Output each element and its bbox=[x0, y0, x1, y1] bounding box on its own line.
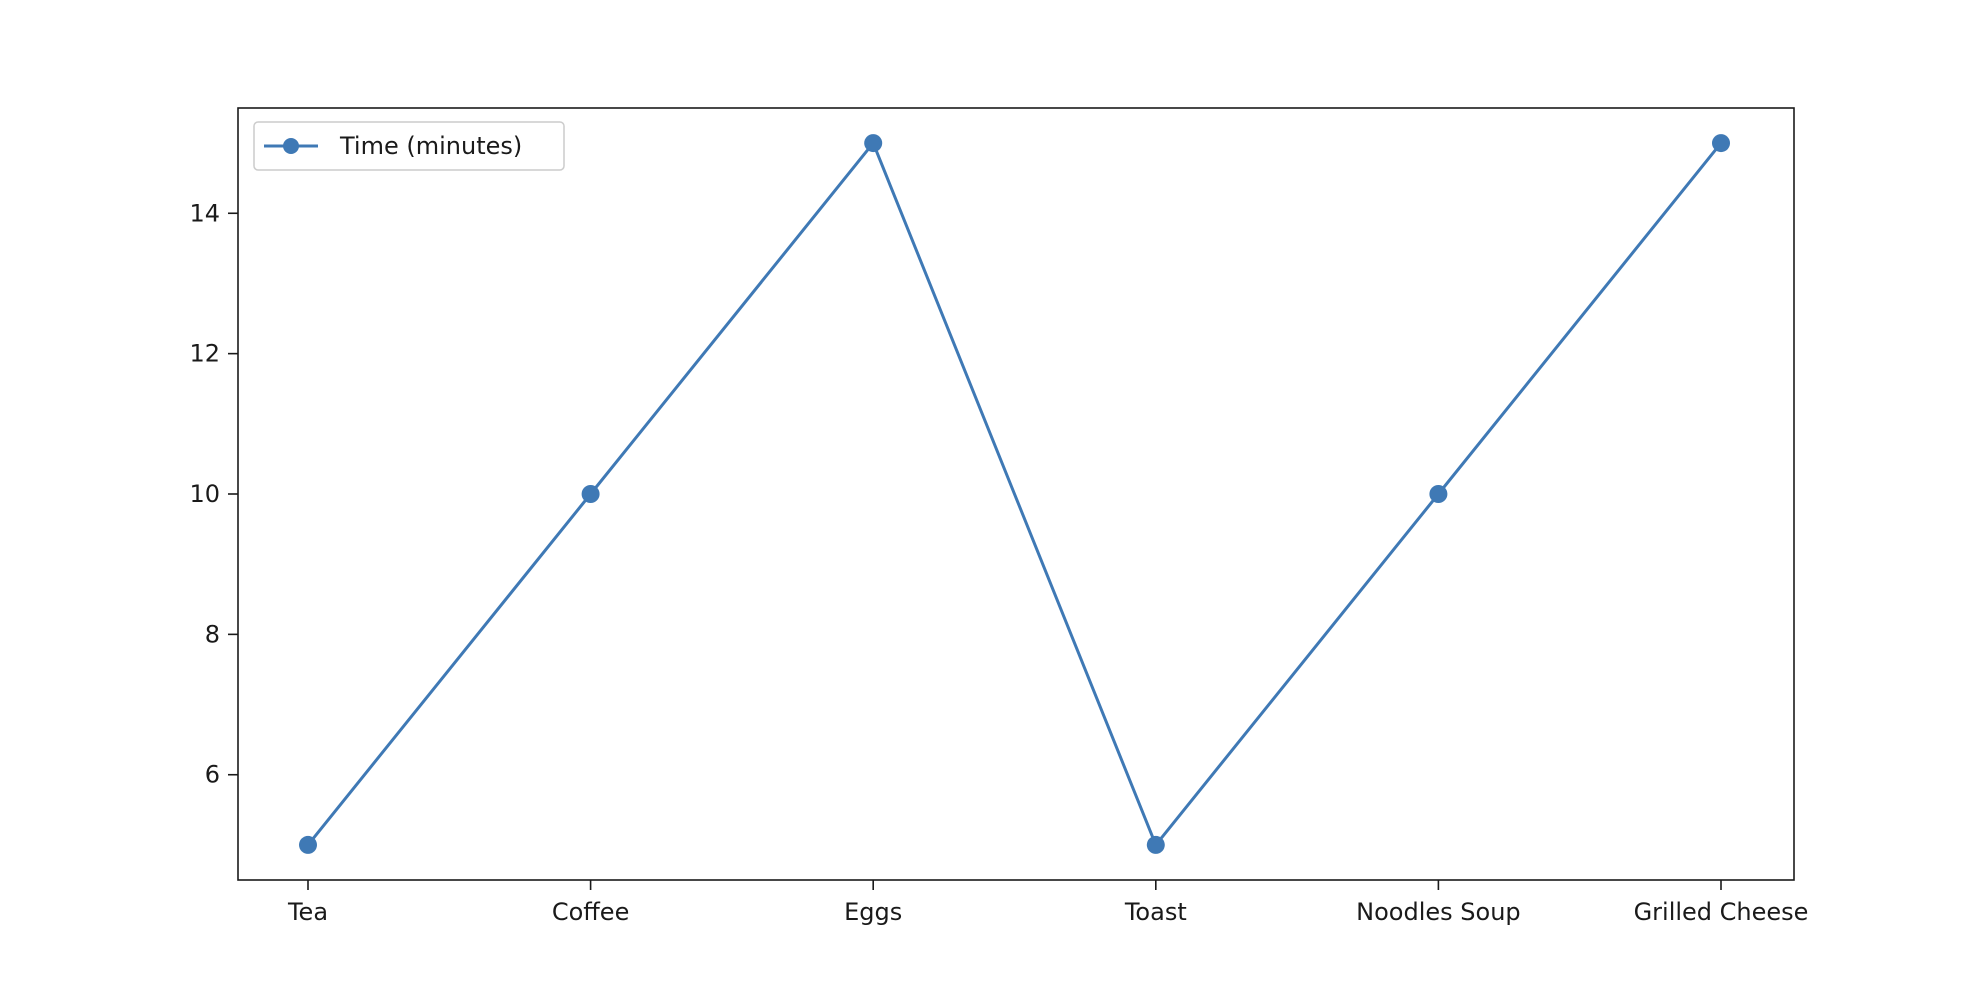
x-tick-label-eggs: Eggs bbox=[844, 898, 902, 926]
data-point-grilled-cheese bbox=[1712, 134, 1730, 153]
data-point-toast bbox=[1146, 835, 1165, 854]
y-tick-label-14: 14 bbox=[189, 199, 220, 227]
legend-box bbox=[253, 121, 565, 171]
data-point-noodles-soup bbox=[1429, 485, 1448, 503]
y-tick-label-8: 8 bbox=[205, 620, 220, 648]
legend-marker-swatch bbox=[283, 138, 299, 154]
y-tick-label-10: 10 bbox=[189, 480, 220, 508]
series-layer bbox=[299, 134, 1730, 854]
x-tick-label-grilled-cheese: Grilled Cheese bbox=[1634, 898, 1809, 926]
data-point-tea bbox=[299, 835, 317, 854]
x-axis: Tea Coffee Eggs Toast Noodles Soup Grilled Ch… bbox=[287, 880, 1808, 926]
data-point-coffee bbox=[581, 485, 600, 503]
y-tick-label-12: 12 bbox=[189, 340, 220, 368]
x-tick-label-tea: Tea bbox=[287, 898, 328, 926]
x-tick-label-noodles-soup: Noodles Soup bbox=[1356, 898, 1520, 926]
y-tick-label-6: 6 bbox=[205, 761, 220, 789]
x-tick-label-coffee: Coffee bbox=[552, 898, 630, 926]
legend-label-time-minutes: Time (minutes) bbox=[339, 132, 522, 160]
y-axis: 6 8 10 12 14 bbox=[189, 199, 238, 789]
legend: Time (minutes) bbox=[253, 121, 565, 171]
x-tick-label-toast: Toast bbox=[1124, 898, 1187, 926]
series-line-time-minutes bbox=[306, 141, 1723, 847]
plot-frame bbox=[237, 107, 1795, 881]
data-point-eggs bbox=[864, 134, 883, 153]
